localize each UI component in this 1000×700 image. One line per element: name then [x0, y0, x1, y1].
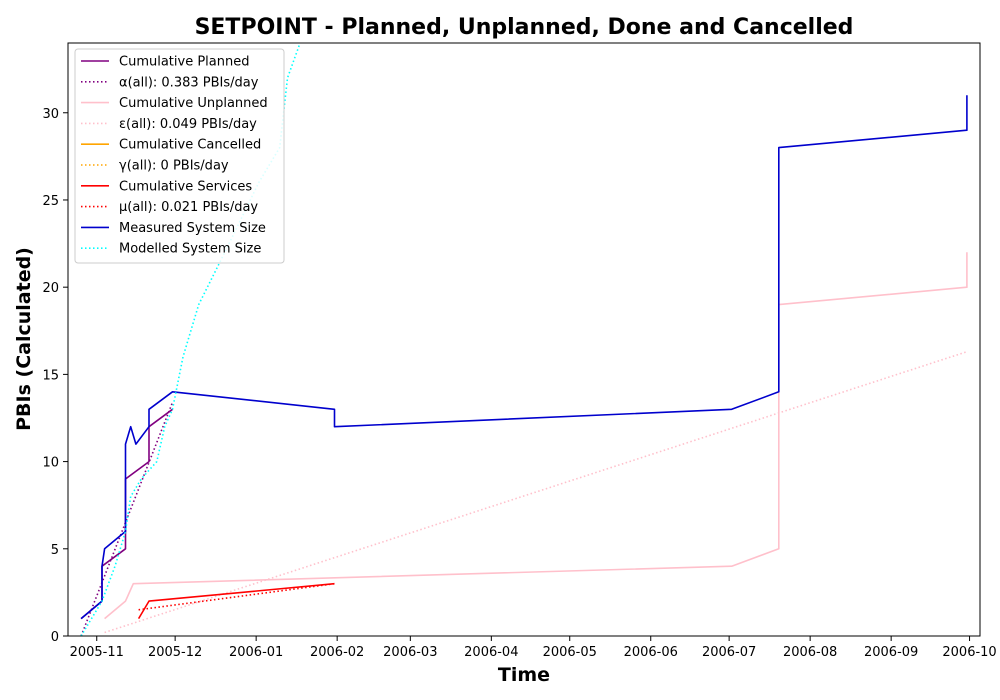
chart-title: SETPOINT - Planned, Unplanned, Done and …: [195, 15, 854, 40]
x-axis-label: Time: [498, 664, 550, 686]
series-line-all-0-021-pbis-day: [138, 582, 335, 611]
x-tick-label: 2006-10: [942, 645, 996, 660]
y-tick-label: 15: [42, 368, 59, 383]
y-tick-label: 25: [42, 194, 59, 209]
legend-box: [74, 48, 285, 264]
x-tick-label: 2006-04: [464, 645, 518, 660]
x-tick-label: 2006-08: [783, 645, 837, 660]
legend: Cumulative Planned α(all): 0.383 PBIs/day…: [74, 48, 285, 264]
legend-label: γ(all): 0 PBIs/day: [119, 159, 229, 174]
legend-label: ε(all): 0.049 PBIs/day: [119, 117, 257, 132]
plot-frame: [67, 42, 981, 637]
series-line-all-0-049-pbis-day: [104, 350, 968, 634]
legend-label: μ(all): 0.021 PBIs/day: [119, 200, 258, 215]
x-tick-label: 2006-06: [624, 645, 678, 660]
y-tick-label: 30: [42, 107, 59, 122]
series-line-measured-system-size: [80, 95, 968, 620]
x-tick-label: 2006-02: [310, 645, 364, 660]
legend-label: Cumulative Cancelled: [119, 138, 261, 153]
x-tick-label: 2005-11: [70, 645, 124, 660]
y-tick-label: 0: [51, 630, 59, 645]
x-tick-label: 2006-09: [864, 645, 918, 660]
x-tick-label: 2006-01: [229, 645, 283, 660]
x-tick-label: 2006-07: [702, 645, 756, 660]
series-line-cumulative-unplanned: [104, 252, 968, 620]
legend-label: α(all): 0.383 PBIs/day: [119, 75, 259, 90]
y-tick-label: 5: [51, 543, 59, 558]
legend-label: Cumulative Planned: [119, 55, 249, 70]
legend-label: Measured System Size: [119, 221, 266, 236]
x-axis-ticks: 2005-11 2005-12 2006-01 2006-02 2006-03 2006-…: [70, 636, 997, 660]
legend-label: Cumulative Unplanned: [119, 96, 268, 111]
y-axis-ticks: 0 5 10 15 20 25 30: [42, 107, 68, 645]
series-line-cumulative-services: [137, 582, 335, 620]
legend-label: Cumulative Services: [119, 179, 252, 194]
y-axis-label: PBIs (Calculated): [13, 247, 35, 431]
x-tick-label: 2006-05: [543, 645, 597, 660]
x-tick-label: 2005-12: [148, 645, 202, 660]
y-tick-label: 20: [42, 281, 59, 296]
x-tick-label: 2006-03: [383, 645, 437, 660]
legend-label: Modelled System Size: [119, 242, 261, 257]
series-line-all-0-383-pbis-day: [80, 402, 174, 636]
y-tick-label: 10: [42, 456, 59, 471]
